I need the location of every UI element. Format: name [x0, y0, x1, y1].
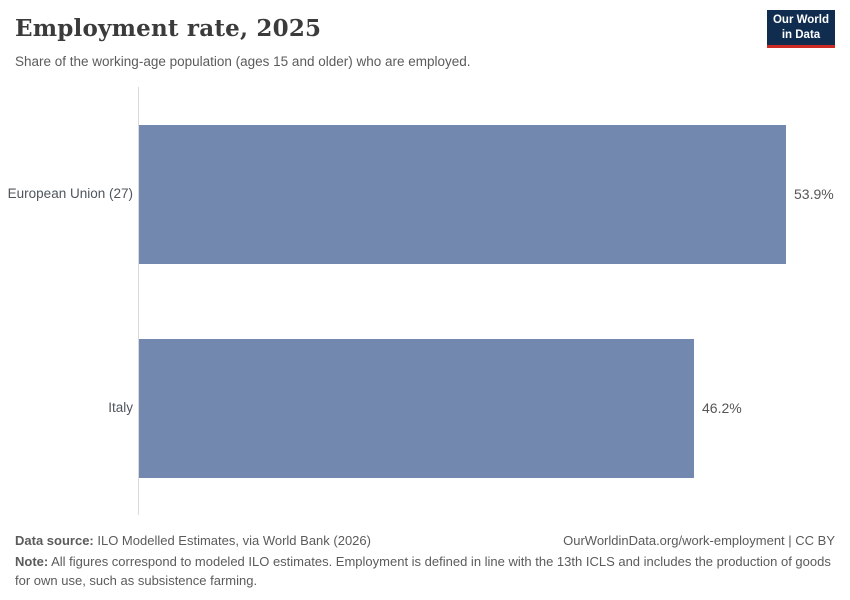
- chart-subtitle: Share of the working-age population (age…: [15, 54, 471, 69]
- owid-logo-line2: in Data: [781, 28, 821, 41]
- bar[interactable]: [139, 125, 786, 264]
- y-axis-line: [138, 87, 139, 515]
- data-source: Data source: ILO Modelled Estimates, via…: [15, 531, 371, 551]
- chart-footer: Data source: ILO Modelled Estimates, via…: [15, 531, 835, 591]
- owid-link[interactable]: OurWorldinData.org/work-employment | CC …: [563, 533, 835, 548]
- bar-chart: European Union (27) 53.9% Italy 46.2%: [0, 87, 850, 515]
- bar-category-label: European Union (27): [7, 185, 133, 201]
- owid-logo-line1: Our World: [772, 13, 829, 26]
- data-source-label: Data source:: [15, 533, 94, 548]
- note-label: Note:: [15, 553, 49, 569]
- data-source-text: ILO Modelled Estimates, via World Bank (…: [93, 533, 371, 548]
- bar-value-label: 46.2%: [702, 399, 742, 416]
- owid-logo[interactable]: Our World in Data: [767, 10, 835, 48]
- bar[interactable]: [139, 339, 694, 478]
- note-text: All figures correspond to modeled ILO es…: [15, 553, 831, 589]
- source-row: Data source: ILO Modelled Estimates, via…: [15, 531, 835, 551]
- page-title: Employment rate, 2025: [15, 15, 322, 42]
- chart-note: Note: All figures correspond to modeled …: [15, 552, 835, 591]
- bar-category-label: Italy: [108, 399, 133, 415]
- bar-value-label: 53.9%: [794, 185, 834, 202]
